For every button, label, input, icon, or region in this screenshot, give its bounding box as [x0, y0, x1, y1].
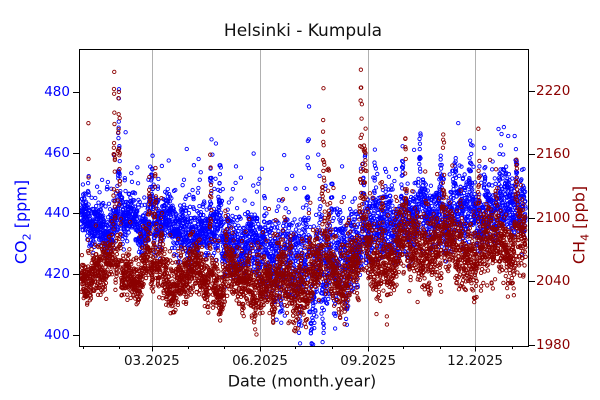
x-tick-label: 03.2025: [123, 353, 180, 369]
left-axis-label: CO2 [ppm]: [11, 180, 34, 265]
right-tick-label: 2100: [536, 209, 571, 226]
left-tick-label: 480: [44, 83, 70, 100]
right-axis-label-unit: [ppb]: [569, 185, 589, 234]
left-axis-label-sub: 2: [20, 233, 34, 241]
left-tick-label: 440: [44, 205, 70, 222]
x-axis-label: Date (month.year): [227, 371, 377, 391]
left-tick-label: 400: [44, 327, 70, 344]
right-tick-label: 2040: [536, 273, 571, 290]
right-axis-label: CH4 [ppb]: [569, 185, 592, 265]
right-tick-label: 2160: [536, 146, 571, 163]
left-axis-label-main: CO: [11, 240, 31, 265]
x-tick-label: 06.2025: [232, 353, 288, 369]
right-axis-label-main: CH: [569, 240, 589, 265]
right-tick-label: 1980: [536, 336, 571, 353]
right-tick-label: 2220: [536, 82, 571, 99]
left-tick-label: 420: [44, 266, 70, 283]
left-tick-label: 460: [44, 144, 70, 161]
x-tick-label: 12.2025: [447, 353, 504, 369]
right-axis-label-sub: 4: [578, 233, 592, 241]
x-tick-label: 09.2025: [340, 353, 397, 369]
chart-title: Helsinki - Kumpula: [223, 21, 383, 41]
